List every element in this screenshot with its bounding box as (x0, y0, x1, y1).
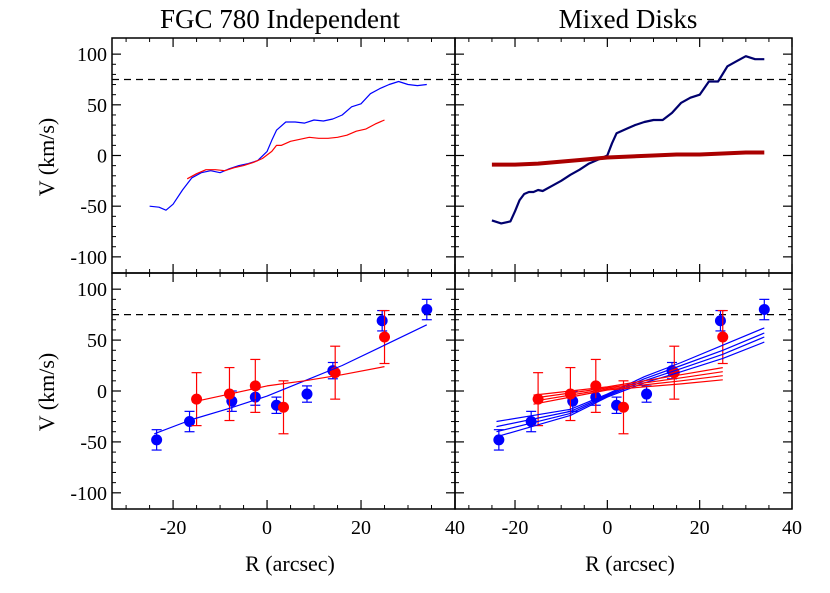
series-line (186, 119, 385, 180)
panel-top-left-frame (111, 37, 456, 274)
series-line (533, 375, 723, 402)
data-point (532, 393, 544, 405)
y-tick-label: -50 (80, 432, 107, 454)
series-line (491, 150, 765, 167)
data-point (379, 331, 391, 343)
series-line (491, 55, 765, 225)
data-point (717, 331, 729, 343)
series-line (496, 341, 765, 438)
data-point (641, 388, 653, 400)
y-tick-label: 0 (97, 381, 107, 403)
y-tick-label: 100 (77, 44, 107, 66)
y-tick-label: 0 (97, 146, 107, 168)
title-left: FGC 780 Independent (160, 4, 400, 34)
data-point (618, 401, 629, 413)
data-point (278, 401, 289, 413)
series-line (191, 366, 385, 403)
x-tick-label: 20 (351, 517, 371, 539)
series-line (154, 324, 428, 435)
panel-bottom-right-frame (454, 272, 793, 510)
series-line (533, 379, 723, 405)
x-tick-label: 0 (602, 517, 612, 539)
y-tick-label: -100 (70, 483, 107, 505)
y-axis-label-top: V (km/s) (34, 118, 59, 196)
series-line (496, 332, 765, 428)
data-point (714, 315, 726, 327)
data-point (301, 388, 313, 400)
data-point (191, 393, 203, 405)
x-tick-label: -20 (160, 517, 187, 539)
data-point (758, 304, 770, 316)
x-tick-label: 0 (262, 517, 272, 539)
x-axis-label-right: R (arcsec) (585, 551, 675, 576)
data-point (151, 434, 163, 446)
y-tick-label: 100 (77, 279, 107, 301)
y-axis-label-bottom: V (km/s) (34, 353, 59, 431)
x-tick-label: 40 (782, 517, 802, 539)
series-line (533, 371, 723, 399)
y-tick-label: 50 (87, 330, 107, 352)
y-tick-label: -100 (70, 247, 107, 269)
plot-area: -100 -50 0 50 100 -100 -50 0 50 100 -20 0 20 40 -20 0 20… (70, 37, 802, 539)
data-point (376, 315, 388, 327)
y-tick-label: -50 (80, 196, 107, 218)
title-right: Mixed Disks (559, 4, 698, 34)
series-line (149, 80, 427, 211)
x-tick-label: 20 (690, 517, 710, 539)
data-point (421, 304, 433, 316)
series-line (533, 367, 723, 396)
x-tick-label: -20 (502, 517, 529, 539)
data-point (493, 434, 505, 446)
x-tick-label: 40 (445, 517, 465, 539)
series-line (496, 327, 765, 423)
x-axis-label-left: R (arcsec) (245, 551, 335, 576)
y-tick-label: 50 (87, 95, 107, 117)
